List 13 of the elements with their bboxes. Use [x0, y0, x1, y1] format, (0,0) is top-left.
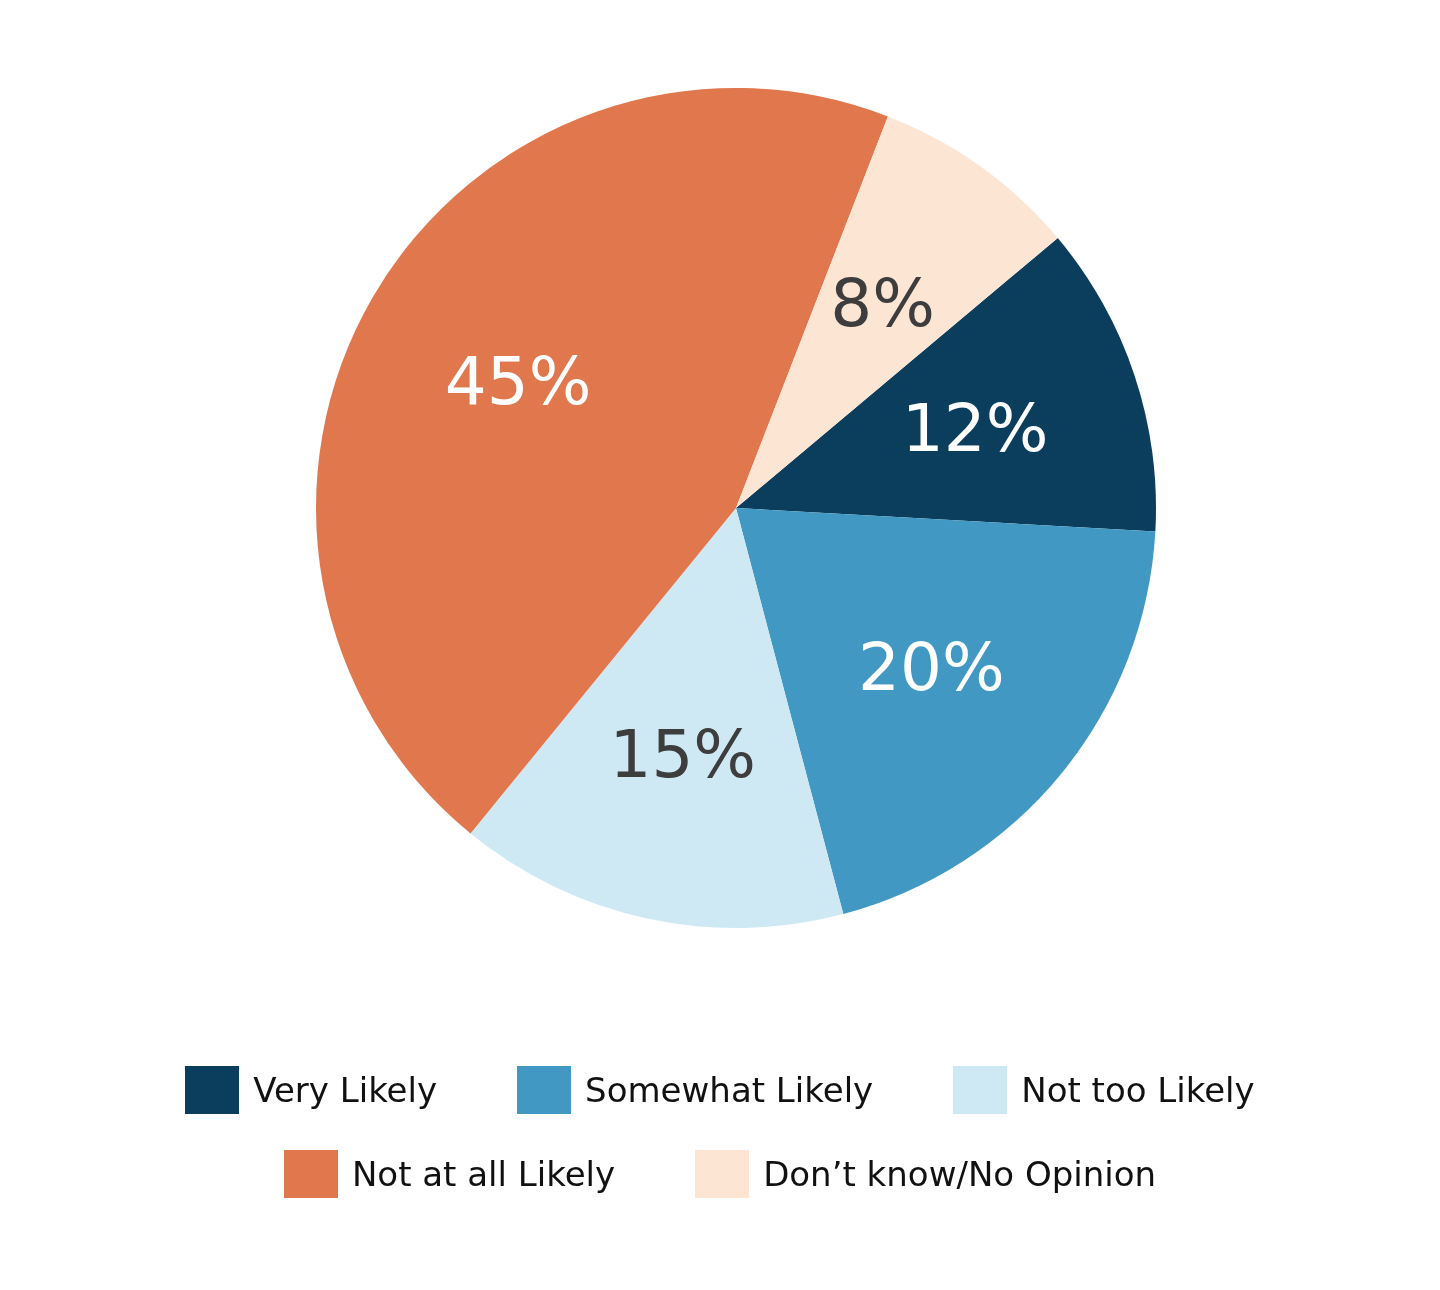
data-label: 8% [830, 264, 936, 342]
data-label: 20% [857, 628, 1005, 706]
pie-slice [736, 238, 1156, 532]
legend-label: Very Likely [253, 1070, 438, 1110]
legend-label: Not at all Likely [351, 1154, 616, 1194]
pie-slice [736, 116, 1058, 508]
data-label: 15% [609, 715, 757, 793]
pie-slice [470, 508, 844, 928]
legend-label: Not too Likely [1021, 1070, 1255, 1110]
data-label: 45% [444, 342, 592, 420]
legend-label: Don’t know/No Opinion [763, 1154, 1157, 1194]
legend-label: Somewhat Likely [585, 1070, 874, 1110]
data-label: 12% [901, 389, 1049, 467]
